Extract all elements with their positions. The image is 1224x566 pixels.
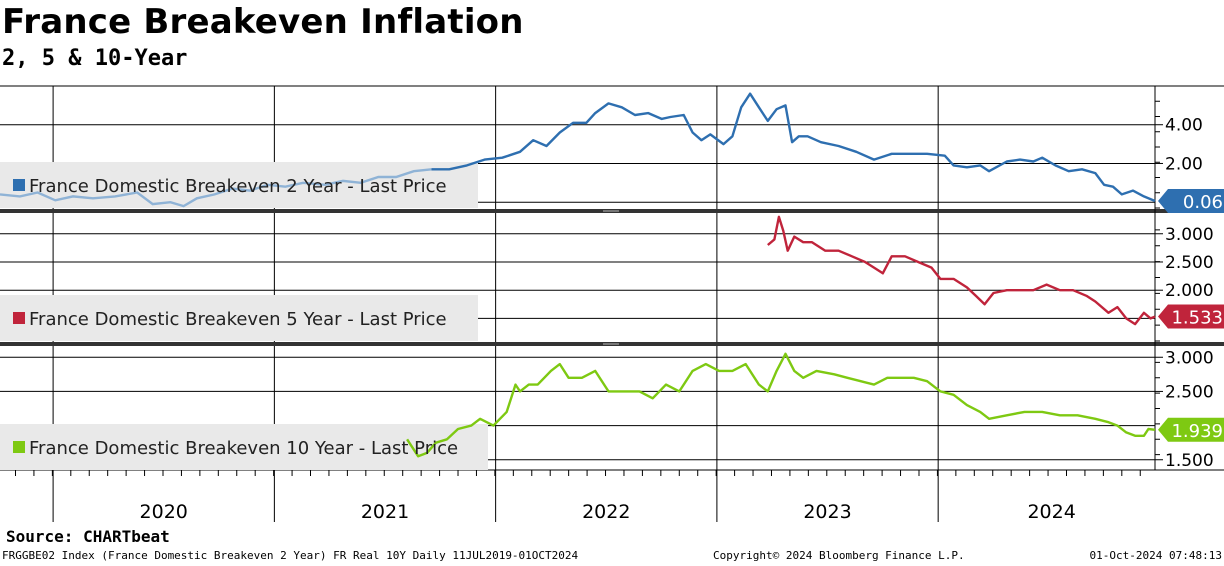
- source-note: Source: CHARTbeat: [6, 527, 170, 546]
- x-tick-label-2022: 2022: [582, 501, 630, 523]
- series-line-5-year: [767, 215, 1156, 326]
- series-line-10-year: [406, 352, 1156, 458]
- y-tick-label-5-year: 2.000: [1165, 281, 1214, 301]
- y-tick-label-2-year: 2.00: [1165, 154, 1203, 174]
- last-value-badge-2-year: [1158, 189, 1224, 214]
- x-tick-label-2020: 2020: [140, 501, 188, 523]
- legend-box-2-year: [0, 162, 478, 208]
- last-value-label-10-year: 1.939: [1171, 421, 1223, 442]
- last-value-label-5-year: 1.533: [1171, 308, 1223, 329]
- legend-box-5-year: [0, 295, 478, 341]
- chart-title: France Breakeven Inflation: [2, 2, 524, 42]
- y-tick-label-10-year: 2.500: [1165, 382, 1214, 402]
- legend-swatch-10-year: [13, 441, 25, 453]
- timestamp: 01-Oct-2024 07:48:13: [1089, 549, 1222, 562]
- legend-box-10-year: [0, 424, 488, 470]
- ticker-info: FRGGBE02 Index (France Domestic Breakeve…: [2, 549, 579, 562]
- legend-label-10-year: France Domestic Breakeven 10 Year - Last…: [29, 438, 458, 459]
- y-tick-label-10-year: 1.500: [1165, 451, 1214, 471]
- legend-label-5-year: France Domestic Breakeven 5 Year - Last …: [29, 309, 447, 330]
- legend-swatch-5-year: [13, 312, 25, 324]
- y-tick-label-5-year: 2.500: [1165, 253, 1214, 273]
- series-line-2-year: [431, 92, 1156, 203]
- last-value-badge-5-year: [1158, 304, 1224, 329]
- last-value-label-2-year: 0.06: [1183, 192, 1223, 213]
- x-tick-label-2021: 2021: [361, 501, 409, 523]
- y-tick-label-10-year: 3.000: [1165, 348, 1214, 368]
- series-line-2-year-faded: [0, 168, 432, 208]
- legend-swatch-2-year: [13, 179, 25, 191]
- copyright-note: Copyright© 2024 Bloomberg Finance L.P.: [713, 549, 965, 562]
- chart-subtitle: 2, 5 & 10-Year: [2, 46, 188, 71]
- legend-label-2-year: France Domestic Breakeven 2 Year - Last …: [29, 176, 447, 197]
- x-tick-label-2024: 2024: [1027, 501, 1075, 523]
- y-tick-label-5-year: 3.000: [1165, 225, 1214, 245]
- y-tick-label-2-year: 4.00: [1165, 116, 1203, 136]
- x-tick-label-2023: 2023: [803, 501, 851, 523]
- last-value-badge-10-year: [1158, 417, 1224, 442]
